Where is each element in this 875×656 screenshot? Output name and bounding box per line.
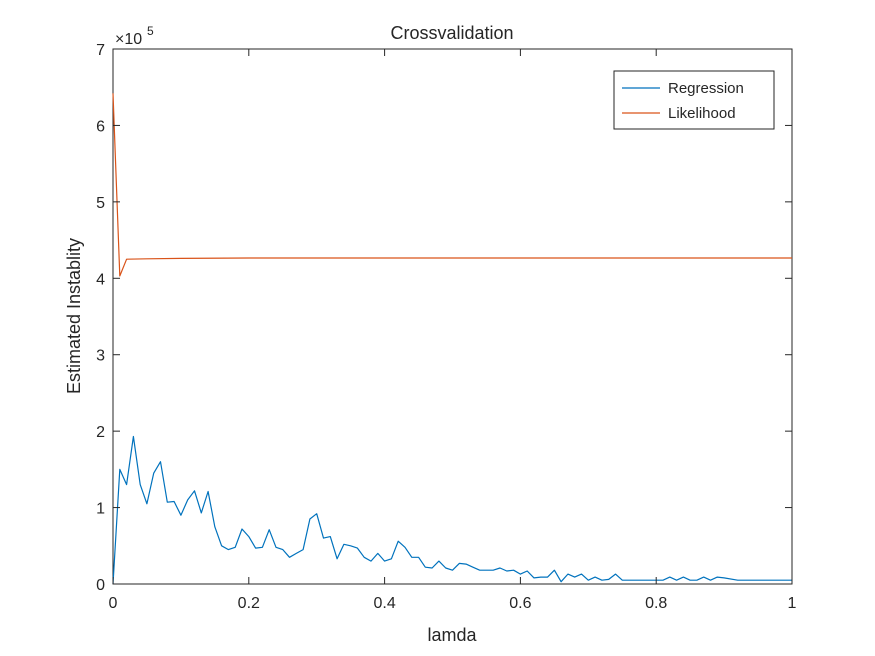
series-line-likelihood [112, 93, 792, 277]
y-axis-label: Estimated Instablity [64, 238, 84, 394]
y-exponent-power: 5 [147, 24, 154, 38]
series-line-regression [112, 435, 792, 585]
legend-label-likelihood: Likelihood [668, 105, 736, 122]
x-tick-label: 0 [109, 595, 118, 612]
y-tick-label: 6 [96, 118, 105, 135]
y-exponent: ×10 5 [115, 24, 154, 48]
y-tick-label: 4 [96, 271, 105, 288]
y-tick-label: 2 [96, 424, 105, 441]
y-tick-label: 3 [96, 348, 105, 365]
x-tick-label: 1 [788, 595, 797, 612]
x-ticks: 0 0.2 0.4 0.6 0.8 1 [109, 49, 797, 612]
chart-title: Crossvalidation [390, 23, 513, 43]
y-tick-label: 1 [96, 501, 105, 518]
axes-box [112, 48, 793, 585]
series-layer [112, 93, 792, 585]
y-tick-label: 0 [96, 577, 105, 594]
y-exponent-base: ×10 [115, 31, 142, 48]
legend-label-regression: Regression [668, 80, 744, 97]
x-tick-label: 0.6 [509, 595, 531, 612]
y-tick-label: 5 [96, 195, 105, 212]
legend-box [613, 70, 775, 130]
plot-area: 0 0.2 0.4 0.6 0.8 1 0 1 2 3 4 5 6 7 [96, 42, 796, 612]
x-axis-label: lamda [427, 625, 477, 645]
y-tick-label: 7 [96, 42, 105, 59]
x-tick-label: 0.8 [645, 595, 667, 612]
x-tick-label: 0.4 [373, 595, 395, 612]
legend-items: Regression Likelihood [622, 80, 744, 122]
x-tick-label: 0.2 [238, 595, 260, 612]
legend: Regression Likelihood [613, 70, 775, 130]
y-ticks: 0 1 2 3 4 5 6 7 [96, 42, 792, 594]
